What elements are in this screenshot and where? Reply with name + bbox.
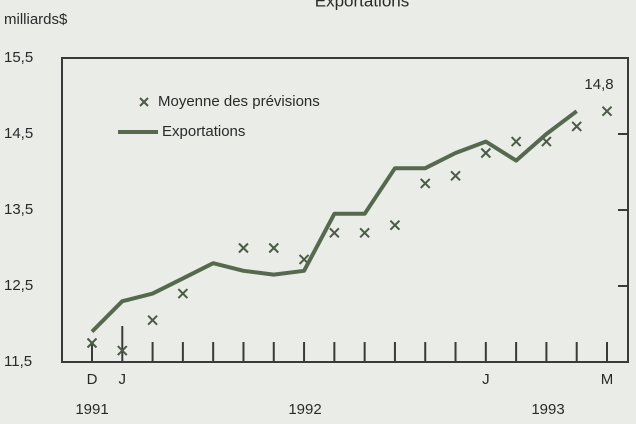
year-label: 1992 — [288, 401, 321, 418]
legend-label: Exportations — [162, 123, 245, 140]
forecast-marker — [359, 227, 370, 239]
x-tick-label: M — [601, 371, 614, 388]
forecast-marker — [571, 121, 582, 132]
y-tick-label: 13,5 — [4, 201, 33, 218]
y-tick-label: 11,5 — [4, 353, 32, 370]
chart-title: Exportations — [315, 0, 410, 10]
legend-label: Moyenne des prévisions — [158, 93, 320, 110]
legend-marker — [139, 97, 149, 107]
y-tick-label: 15,5 — [4, 49, 33, 66]
year-label: 1993 — [531, 401, 564, 418]
forecast-marker — [450, 170, 461, 182]
year-label: 1991 — [75, 401, 108, 418]
forecast-marker — [510, 136, 522, 147]
forecast-marker — [480, 147, 492, 159]
y-axis-label: milliards$ — [4, 11, 68, 28]
value-label: 14,8 — [584, 76, 613, 93]
forecast-marker — [177, 288, 189, 299]
forecast-marker — [268, 242, 279, 254]
forecast-marker — [86, 337, 98, 349]
forecast-marker — [601, 105, 613, 117]
exports-line — [90, 109, 578, 334]
x-tick-label: J — [482, 371, 490, 388]
y-tick-label: 12,5 — [4, 277, 33, 294]
forecast-marker — [238, 242, 249, 254]
forecast-marker — [147, 314, 158, 326]
forecast-marker — [389, 219, 401, 231]
forecast-marker — [329, 227, 340, 239]
x-tick-label: J — [119, 371, 127, 388]
forecast-marker — [420, 178, 431, 189]
x-tick-label: D — [87, 371, 98, 388]
y-tick-label: 14,5 — [4, 125, 33, 142]
forecast-marker — [117, 345, 128, 356]
